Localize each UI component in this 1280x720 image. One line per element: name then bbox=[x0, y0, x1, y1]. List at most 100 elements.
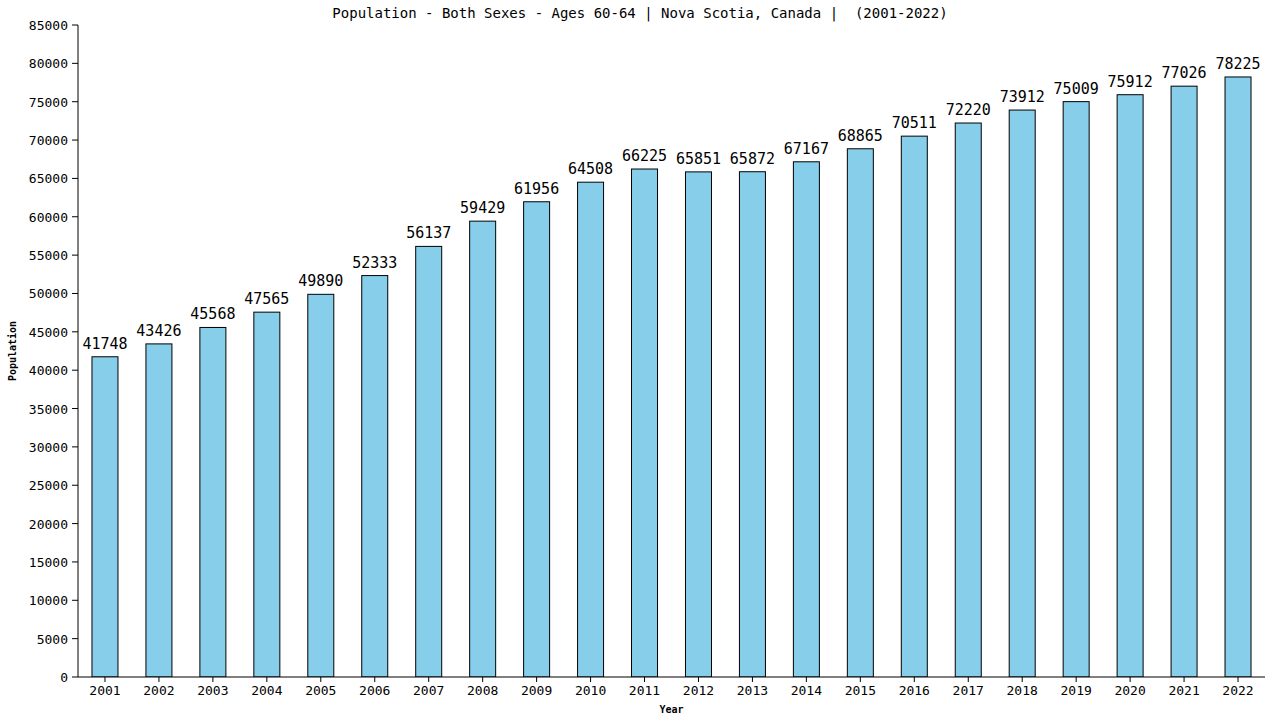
y-tick-label: 80000 bbox=[29, 56, 68, 71]
x-tick bbox=[914, 677, 915, 682]
x-tick-label: 2007 bbox=[413, 683, 444, 698]
x-tick bbox=[698, 677, 699, 682]
y-tick bbox=[72, 446, 78, 447]
y-tick-label: 55000 bbox=[29, 248, 68, 263]
y-tick-label: 50000 bbox=[29, 286, 68, 301]
x-tick-label: 2010 bbox=[575, 683, 606, 698]
y-tick-label: 85000 bbox=[29, 18, 68, 33]
x-tick-label: 2008 bbox=[467, 683, 498, 698]
x-tick-label: 2021 bbox=[1168, 683, 1199, 698]
bar bbox=[632, 169, 658, 677]
y-tick-label: 0 bbox=[60, 670, 68, 685]
y-tick-label: 60000 bbox=[29, 210, 68, 225]
bar bbox=[92, 357, 118, 677]
y-tick bbox=[72, 523, 78, 524]
x-tick bbox=[968, 677, 969, 682]
data-label: 78225 bbox=[1215, 55, 1260, 73]
background bbox=[0, 0, 1280, 720]
bar bbox=[1009, 110, 1035, 677]
bar bbox=[1171, 86, 1197, 677]
x-tick-label: 2019 bbox=[1061, 683, 1092, 698]
data-label: 70511 bbox=[892, 114, 937, 132]
x-tick bbox=[482, 677, 483, 682]
x-tick bbox=[1184, 677, 1185, 682]
data-label: 72220 bbox=[946, 101, 991, 119]
x-tick bbox=[428, 677, 429, 682]
bar bbox=[254, 312, 280, 677]
x-tick bbox=[860, 677, 861, 682]
data-label: 59429 bbox=[460, 199, 505, 217]
y-tick bbox=[72, 485, 78, 486]
bar bbox=[1225, 77, 1251, 677]
bar bbox=[793, 162, 819, 677]
data-label: 65851 bbox=[676, 150, 721, 168]
data-label: 61956 bbox=[514, 180, 559, 198]
y-axis-label: Population bbox=[7, 321, 18, 381]
x-tick bbox=[320, 677, 321, 682]
bar bbox=[470, 221, 496, 677]
bars bbox=[92, 77, 1251, 677]
bar bbox=[308, 294, 334, 677]
x-tick bbox=[752, 677, 753, 682]
x-tick bbox=[374, 677, 375, 682]
x-tick bbox=[1130, 677, 1131, 682]
x-tick-label: 2015 bbox=[845, 683, 876, 698]
data-label: 41748 bbox=[82, 335, 127, 353]
data-label: 68865 bbox=[838, 127, 883, 145]
data-label: 56137 bbox=[406, 224, 451, 242]
y-tick bbox=[72, 140, 78, 141]
data-label: 77026 bbox=[1161, 64, 1206, 82]
data-label: 52333 bbox=[352, 254, 397, 272]
data-label: 75912 bbox=[1108, 73, 1153, 91]
y-tick-label: 35000 bbox=[29, 402, 68, 417]
data-label: 64508 bbox=[568, 160, 613, 178]
x-tick-label: 2005 bbox=[305, 683, 336, 698]
y-tick-label: 45000 bbox=[29, 325, 68, 340]
x-tick bbox=[644, 677, 645, 682]
x-tick bbox=[536, 677, 537, 682]
y-tick bbox=[72, 216, 78, 217]
x-axis-label: Year bbox=[659, 704, 683, 715]
y-tick-label: 15000 bbox=[29, 555, 68, 570]
bar bbox=[901, 136, 927, 677]
x-tick bbox=[158, 677, 159, 682]
data-label: 49890 bbox=[298, 272, 343, 290]
y-tick-label: 40000 bbox=[29, 363, 68, 378]
x-tick bbox=[806, 677, 807, 682]
bar bbox=[739, 172, 765, 677]
x-tick-label: 2013 bbox=[737, 683, 768, 698]
y-tick-label: 65000 bbox=[29, 171, 68, 186]
x-tick-label: 2001 bbox=[89, 683, 120, 698]
x-tick bbox=[590, 677, 591, 682]
y-tick bbox=[72, 561, 78, 562]
y-tick bbox=[72, 178, 78, 179]
data-label: 66225 bbox=[622, 147, 667, 165]
title: Population - Both Sexes - Ages 60-64 | N… bbox=[332, 5, 947, 22]
y-tick bbox=[72, 293, 78, 294]
bar bbox=[955, 123, 981, 677]
y-tick-label: 70000 bbox=[29, 133, 68, 148]
data-label: 67167 bbox=[784, 140, 829, 158]
y-tick bbox=[72, 638, 78, 639]
y-tick bbox=[72, 255, 78, 256]
x-tick bbox=[212, 677, 213, 682]
x-tick-label: 2009 bbox=[521, 683, 552, 698]
y-tick bbox=[72, 370, 78, 371]
y-tick bbox=[72, 600, 78, 601]
bar bbox=[1117, 95, 1143, 677]
x-tick bbox=[266, 677, 267, 682]
bar bbox=[578, 182, 604, 677]
x-tick-label: 2017 bbox=[953, 683, 984, 698]
y-tick bbox=[72, 25, 78, 26]
x-tick-label: 2018 bbox=[1007, 683, 1038, 698]
data-label: 75009 bbox=[1054, 80, 1099, 98]
bar bbox=[362, 276, 388, 677]
x-tick-label: 2002 bbox=[143, 683, 174, 698]
data-label: 73912 bbox=[1000, 88, 1045, 106]
x-tick-label: 2014 bbox=[791, 683, 822, 698]
y-tick-label: 30000 bbox=[29, 440, 68, 455]
data-label: 45568 bbox=[190, 305, 235, 323]
y-tick bbox=[72, 63, 78, 64]
y-tick bbox=[72, 408, 78, 409]
x-tick bbox=[1022, 677, 1023, 682]
